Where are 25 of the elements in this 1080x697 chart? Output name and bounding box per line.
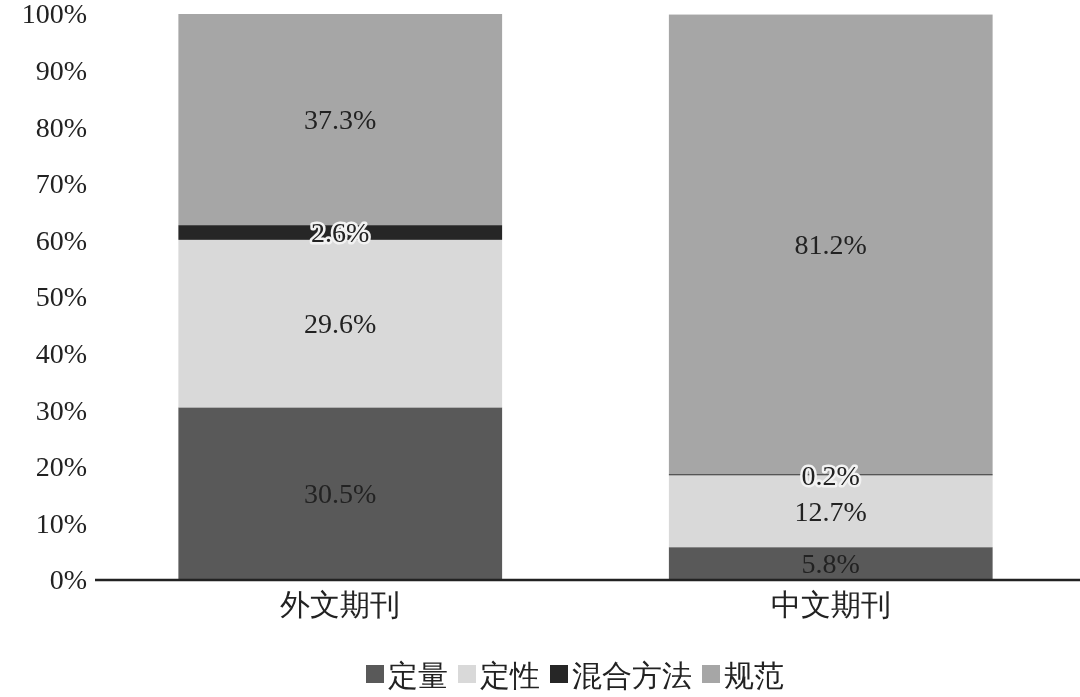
y-tick-label: 60% <box>35 224 87 256</box>
data-label: 12.7% <box>794 496 867 528</box>
y-tick-label: 0% <box>49 564 87 596</box>
y-tick-label: 20% <box>35 451 87 483</box>
legend-label: 混合方法 <box>572 658 692 692</box>
y-tick-label: 70% <box>35 168 87 200</box>
data-label: 81.2% <box>794 229 867 261</box>
legend-label: 规范 <box>724 658 784 692</box>
bar <box>178 407 503 580</box>
data-label: 30.5% <box>304 478 377 510</box>
y-tick-label: 30% <box>35 394 87 426</box>
y-tick-label: 100% <box>21 0 87 30</box>
x-tick-label: 中文期刊 <box>770 588 891 622</box>
data-label: 29.6% <box>304 308 377 340</box>
data-label: 37.3% <box>304 104 377 136</box>
legend-label: 定量 <box>388 658 448 692</box>
legend-label: 定性 <box>480 658 540 692</box>
y-tick-label: 10% <box>35 507 87 539</box>
bar <box>668 547 993 580</box>
data-label: 5.8% <box>801 548 860 580</box>
y-tick-label: 90% <box>35 55 87 87</box>
y-tick-label: 50% <box>35 281 87 313</box>
y-tick-label: 80% <box>35 111 87 143</box>
x-tick-label: 外文期刊 <box>280 588 401 622</box>
y-tick-label: 40% <box>35 338 87 370</box>
